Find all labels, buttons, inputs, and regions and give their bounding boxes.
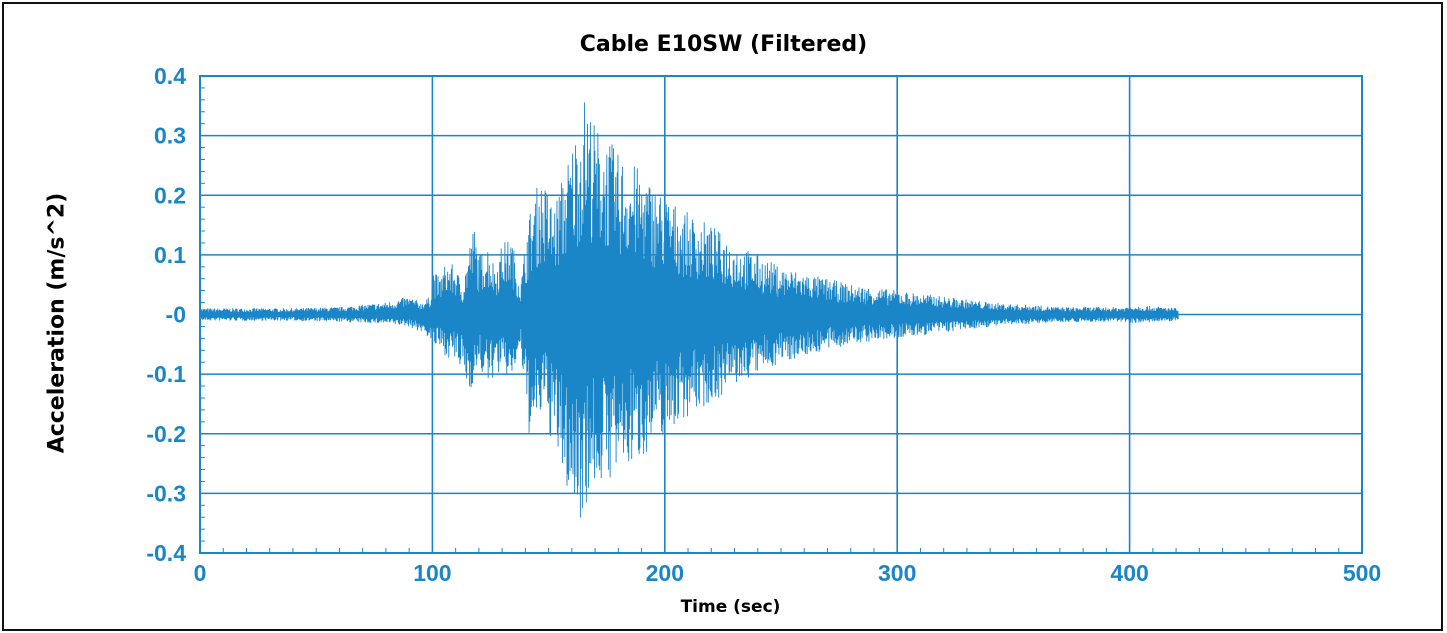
y-tick-label: -0.2 [146, 421, 186, 447]
acceleration-signal [199, 102, 1179, 518]
y-tick-label: 0.1 [154, 242, 186, 268]
plot-border [199, 75, 1363, 554]
chart-title: Cable E10SW (Filtered) [579, 32, 868, 57]
plot-border-rect [199, 75, 1363, 554]
x-tick-label: 0 [194, 560, 207, 586]
y-tick-label: 0.3 [154, 123, 186, 149]
y-tick-label: 0.4 [154, 63, 186, 89]
signal-trace [199, 102, 1179, 518]
x-tick-label: 500 [1343, 560, 1381, 586]
x-tick-label: 100 [413, 560, 451, 586]
x-tick-label: 200 [646, 560, 684, 586]
y-tick-label: -0.1 [146, 361, 186, 387]
y-tick-labels: 0.4 0.3 0.2 0.1 -0 -0.1 -0.2 -0.3 -0.4 [146, 63, 186, 566]
y-tick-label: -0.3 [146, 480, 186, 506]
x-axis-label: Time (sec) [680, 597, 781, 617]
x-tick-label: 300 [878, 560, 916, 586]
y-tick-label: -0 [166, 302, 186, 328]
x-tick-label: 400 [1110, 560, 1148, 586]
x-tick-labels: 0 100 200 300 400 500 [194, 560, 1382, 586]
y-tick-label: 0.2 [154, 182, 186, 208]
y-tick-label: -0.4 [146, 540, 186, 566]
